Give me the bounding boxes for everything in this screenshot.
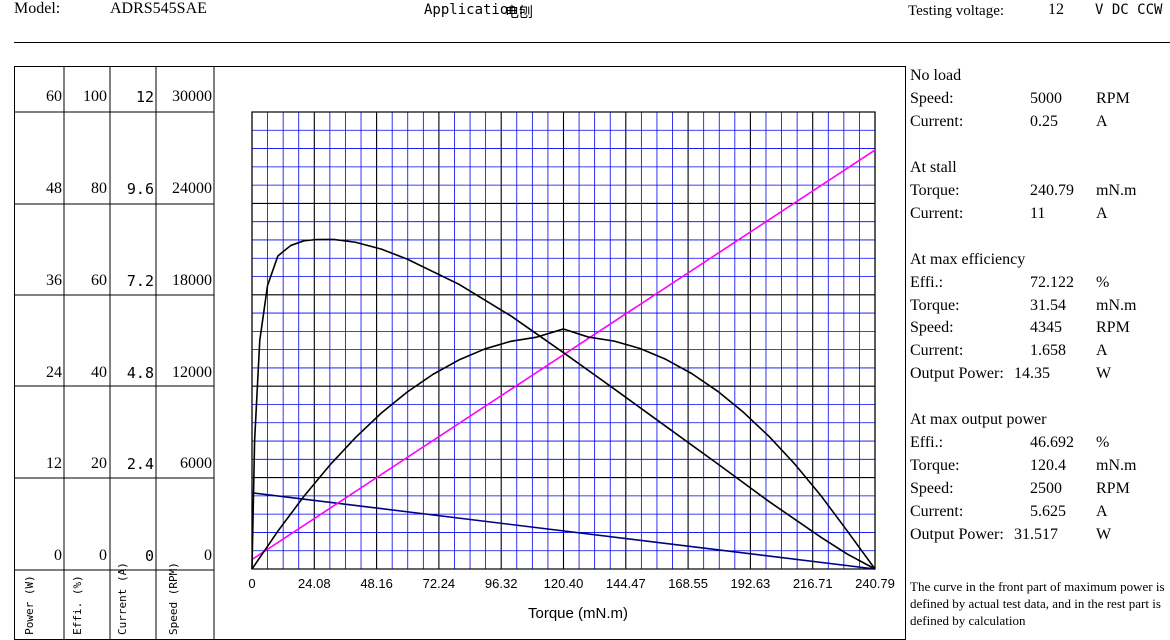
spec-row: Output Power: 14.35 W [910,365,1112,382]
spec-row: Torque: 120.4 mN.m [910,457,1137,474]
power-tick: 48 [46,180,62,197]
x-tick-label: 120.40 [544,576,584,591]
x-tick-label: 168.55 [668,576,708,591]
application-label: Application: [424,2,526,18]
spec-row: Output Power: 31.517 W [910,526,1112,543]
spec-row: Effi.: 46.692% [910,434,1110,451]
current-tick: 9.6 [126,180,154,198]
x-tick-label: 48.16 [360,576,393,591]
model-value: ADRS545SAE [110,0,207,17]
speed-tick: 18000 [172,272,212,289]
speed-tick: 0 [204,547,212,564]
plot-border [251,111,876,570]
current-tick: 12 [135,88,154,106]
power-tick: 24 [46,364,62,381]
speed-curve [251,492,876,570]
current-tick: 2.4 [126,455,154,473]
efficiency-tick: 0 [99,547,107,564]
spec-row: Speed: 4345 RPM [910,319,1130,336]
x-axis-title: Torque (mN.m) [528,605,628,622]
efficiency-axis-title: Effi. (%) [71,575,84,635]
current-axis-title: Current (A) [116,562,129,635]
efficiency-tick: 80 [91,180,107,197]
spec-row: Current: 1.658 A [910,342,1108,359]
spec-row: Current: 0.25 A [910,113,1108,130]
spec-row: Torque: 31.54 mN.m [910,297,1137,314]
x-tick-label: 24.08 [298,576,331,591]
x-tick-label: 144.47 [606,576,646,591]
power-tick: 0 [54,547,62,564]
power-axis-title: Power (W) [23,575,36,635]
max-efficiency-title: At max efficiency [910,251,1026,268]
curve-note: The curve in the front part of maximum p… [910,579,1165,628]
speed-tick: 6000 [180,455,212,472]
power-tick: 36 [46,272,62,289]
x-tick-label: 96.32 [485,576,518,591]
current-tick: 7.2 [126,272,154,290]
spec-row: Effi.: 72.122% [910,274,1110,291]
spec-row: Current: 5.625 A [910,503,1108,520]
speed-tick: 30000 [172,88,212,105]
power-tick: 60 [46,88,62,105]
x-tick-label: 216.71 [793,576,833,591]
spec-row: Torque: 240.79 mN.m [910,182,1137,199]
speed-tick: 12000 [172,364,212,381]
spec-row: Current: 11 A [910,205,1108,222]
application-value: 电刨 [505,5,533,21]
stall-title: At stall [910,159,957,176]
spec-row: Speed: 5000 RPM [910,90,1130,107]
spec-row: Speed: 2500 RPM [910,480,1130,497]
speed-tick: 24000 [172,180,212,197]
x-tick-label: 0 [248,576,255,591]
no-load-title: No load [910,67,962,84]
model-label: Model: [14,0,61,17]
efficiency-tick: 100 [83,88,107,105]
max-power-title: At max output power [910,411,1047,428]
current-tick: 0 [144,547,154,565]
voltage-unit: V DC CCW [1095,2,1163,18]
voltage-label: Testing voltage: [908,3,1005,19]
efficiency-tick: 20 [91,455,107,472]
spec-panel: No load Speed: 5000 RPM Current: 0.25 A At s… [908,66,1170,640]
efficiency-curve [251,238,876,570]
power-curve [251,328,876,570]
current-curve [251,149,876,561]
power-tick: 12 [46,455,62,472]
efficiency-tick: 40 [91,364,107,381]
efficiency-tick: 60 [91,272,107,289]
x-tick-label: 240.79 [855,576,895,591]
current-tick: 4.8 [126,364,154,382]
speed-axis-title: Speed (RPM) [167,562,180,635]
x-tick-label: 192.63 [731,576,771,591]
voltage-value: 12 [1048,1,1064,18]
header-rule [14,42,1170,43]
x-tick-label: 72.24 [423,576,456,591]
